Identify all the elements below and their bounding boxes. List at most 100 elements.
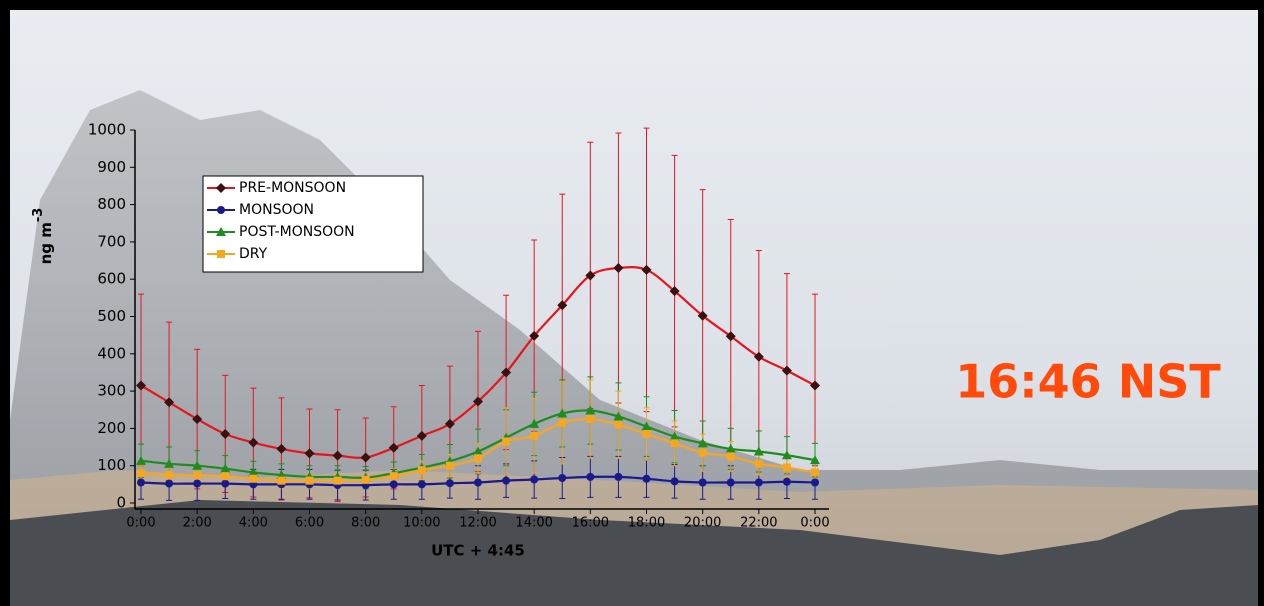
legend-label: PRE-MONSOON [239,180,346,196]
x-tick-label: 2:00 [183,516,212,531]
data-point [697,310,708,321]
data-point [614,420,623,429]
legend-label: MONSOON [239,202,314,218]
data-point [669,286,680,297]
data-point [558,474,567,483]
data-point [389,480,398,489]
data-point [165,479,174,488]
data-point [389,472,398,481]
data-point [641,421,652,431]
legend-marker [216,227,226,236]
data-point [781,450,792,460]
data-point [276,443,287,454]
data-point [221,479,230,488]
data-point [304,448,315,459]
x-tick-label: 0:00 [126,516,155,531]
data-point [782,463,791,472]
data-point [811,478,819,487]
time-annotation: 16:46 NST [955,355,1221,409]
data-point [585,405,596,415]
y-tick-label: 900 [97,158,126,176]
data-point [360,452,371,463]
data-point [220,463,231,473]
y-axis-label: ng m-3 [31,208,55,265]
data-point [669,431,680,441]
data-point [474,478,482,487]
legend-marker [216,183,226,193]
data-point [248,467,259,477]
x-tick-label: 10:00 [403,516,440,531]
data-point [642,429,651,438]
data-point [220,428,231,439]
x-tick-label: 6:00 [295,516,324,531]
data-point [445,479,454,488]
data-point [642,474,651,483]
y-tick-label: 800 [97,195,126,213]
y-tick-label: 100 [97,456,126,474]
data-point [502,476,511,485]
data-point [613,263,624,274]
y-axis-label-text: ng m [37,222,55,264]
data-point [753,351,764,362]
legend-marker [217,250,225,258]
data-point [137,469,145,478]
data-point [641,264,652,275]
data-point [529,330,540,341]
data-point [781,365,792,376]
data-point [810,455,820,465]
data-point [586,472,595,481]
legend-label: DRY [239,246,268,262]
data-point [192,460,203,470]
data-point [670,439,679,448]
data-point [726,478,735,487]
data-point [333,476,342,485]
data-point [502,437,511,446]
x-tick-label: 18:00 [628,516,665,531]
data-point [249,474,258,483]
data-point [473,396,483,407]
data-point [332,450,343,461]
data-point [361,475,370,484]
data-point [164,397,175,408]
x-tick-label: 16:00 [572,516,609,531]
x-tick-label: 14:00 [515,516,552,531]
data-point [725,331,736,342]
data-point [530,475,539,484]
data-point [192,414,203,425]
data-point [193,471,202,480]
y-tick-label: 600 [97,270,126,288]
data-point [444,418,455,429]
data-point [670,477,679,486]
y-tick-label: 300 [97,382,126,400]
data-point [557,300,568,311]
data-point [416,430,427,441]
y-tick-label: 500 [97,307,126,325]
data-point [557,408,568,418]
data-point [164,458,175,468]
data-point [165,471,174,480]
data-point [136,455,146,465]
data-point [810,380,820,391]
data-point [726,452,735,461]
data-point [221,472,230,481]
data-point [474,454,482,463]
y-tick-label: 400 [97,344,126,362]
y-tick-label: 200 [97,419,126,437]
legend: PRE-MONSOON MONSOON POST-MONSOON DRY [202,175,424,273]
data-point [697,438,708,448]
data-point [193,479,202,488]
data-point [530,431,539,440]
data-point [529,418,540,428]
data-point [754,478,763,487]
y-tick-label: 0 [116,494,126,512]
data-point [248,437,259,448]
legend-box [202,175,424,273]
data-point [558,418,567,427]
data-point [614,472,623,481]
data-point [277,476,286,485]
data-point [136,380,146,391]
data-point [613,411,624,421]
data-point [445,461,454,470]
